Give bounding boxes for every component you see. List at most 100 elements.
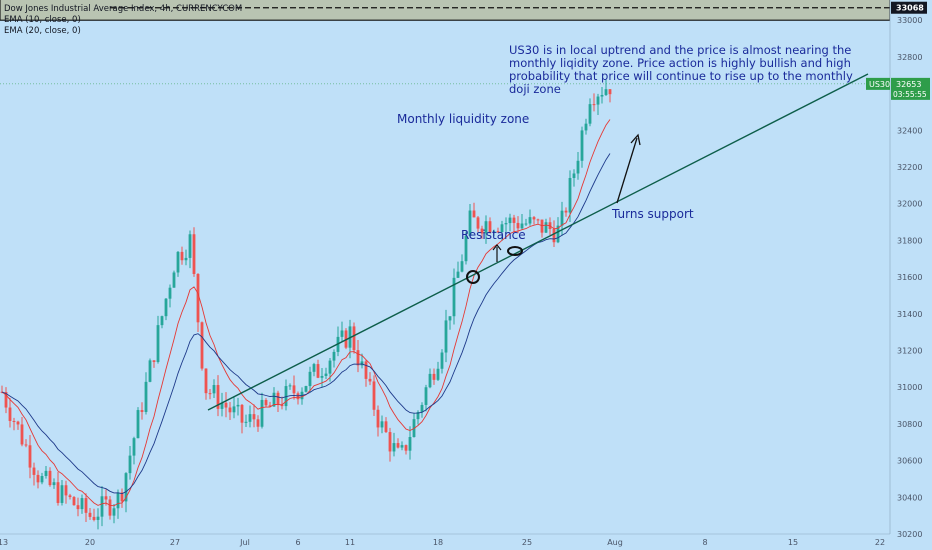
candle-body — [312, 364, 316, 372]
candle-body — [332, 351, 336, 361]
candle-body — [384, 421, 388, 433]
candle-body — [296, 393, 300, 400]
candle-body — [280, 404, 284, 407]
candle-body — [580, 130, 584, 161]
candle-body — [340, 330, 344, 337]
candle-body — [256, 419, 260, 427]
time-tick: 15 — [788, 538, 798, 547]
candle-body — [440, 352, 444, 369]
ema20-legend[interactable]: EMA (20, close, 0) — [4, 26, 81, 36]
time-tick: 11 — [345, 538, 355, 547]
ema10-legend[interactable]: EMA (10, close, 0) — [4, 15, 81, 25]
candle-body — [404, 445, 408, 451]
resistance-touch-2 — [507, 246, 523, 256]
candle-body — [452, 277, 456, 317]
candle-body — [52, 482, 56, 486]
candle-body — [308, 371, 312, 387]
support-label: Turns support — [612, 207, 694, 221]
candle-body — [160, 316, 164, 326]
candle-body — [84, 498, 88, 513]
price-tick: 30600 — [897, 457, 922, 466]
candle-body — [444, 320, 448, 353]
candle-body — [128, 455, 132, 474]
candle-body — [484, 221, 488, 234]
price-tick: 31400 — [897, 310, 922, 319]
candle-body — [264, 399, 268, 406]
symbol-title[interactable]: Dow Jones Industrial Average Index, 4h, … — [4, 4, 243, 14]
candle-body — [480, 228, 484, 234]
price-tick: 30400 — [897, 493, 922, 502]
candle-body — [124, 473, 128, 502]
candle-body — [568, 177, 572, 213]
candle-body — [56, 482, 60, 503]
candle-body — [592, 104, 596, 106]
time-axis[interactable]: 13 20 27 Jul 6 11 18 25 Aug 8 15 22 — [0, 533, 890, 550]
candle-body — [380, 421, 384, 428]
candle-body — [572, 173, 576, 178]
candle-body — [20, 424, 24, 445]
candle-body — [352, 326, 356, 351]
candle-body — [496, 231, 500, 233]
candle-body — [184, 257, 188, 261]
candle-body — [32, 467, 36, 475]
candle-body — [400, 445, 404, 448]
candle-body — [240, 404, 244, 423]
price-tick: 31000 — [897, 383, 922, 392]
candle-body — [40, 476, 44, 483]
candle-body — [248, 414, 252, 422]
candle-body — [112, 508, 116, 516]
candle-body — [372, 381, 376, 410]
ema-lines — [1, 119, 611, 507]
candle-body — [516, 222, 520, 229]
last-price-value: 32653 — [896, 80, 921, 89]
candle-body — [232, 406, 236, 413]
candle-body — [560, 210, 564, 226]
candle-body — [288, 385, 292, 387]
time-axis-bg — [0, 534, 890, 550]
resistance-arrow-head — [492, 244, 502, 251]
candle-body — [376, 409, 380, 428]
candle-body — [456, 271, 460, 278]
last-price-tag — [891, 77, 930, 100]
candle-body — [388, 432, 392, 452]
candle-body — [196, 273, 200, 323]
drawings — [0, 0, 891, 411]
candle-body — [76, 505, 80, 510]
candle-body — [524, 223, 528, 225]
candle-body — [396, 443, 400, 448]
candle-body — [356, 350, 360, 366]
zone-level-value: 33068 — [896, 4, 924, 13]
candle-body — [328, 360, 332, 374]
candle-body — [168, 287, 172, 299]
candle-body — [492, 231, 496, 233]
candle-body — [104, 496, 108, 500]
symbol-tag — [866, 77, 890, 90]
candle-body — [60, 485, 64, 503]
candle-body — [72, 497, 76, 506]
candle-body — [464, 235, 468, 262]
candle-body — [448, 316, 452, 321]
price-axis[interactable]: USD3020030400306003080031000312003140031… — [866, 0, 932, 550]
candle-body — [292, 385, 296, 394]
candle-body — [320, 375, 324, 378]
candle-body — [360, 361, 364, 366]
candle-body — [576, 160, 580, 174]
candle-body — [408, 437, 412, 451]
resistance-touch-1 — [466, 270, 480, 284]
candle-body — [508, 217, 512, 224]
candle-body — [180, 251, 184, 261]
price-tick: 30800 — [897, 420, 922, 429]
candle-body — [36, 474, 40, 483]
candle-body — [324, 373, 328, 376]
candle-body — [432, 373, 436, 380]
candle-body — [192, 234, 196, 274]
candle-body — [532, 217, 536, 220]
candle-body — [600, 94, 604, 97]
candle-body — [392, 443, 396, 452]
candle-body — [220, 402, 224, 409]
candle-body — [164, 298, 168, 317]
candle-body — [544, 222, 548, 233]
price-tick: 32200 — [897, 163, 922, 172]
